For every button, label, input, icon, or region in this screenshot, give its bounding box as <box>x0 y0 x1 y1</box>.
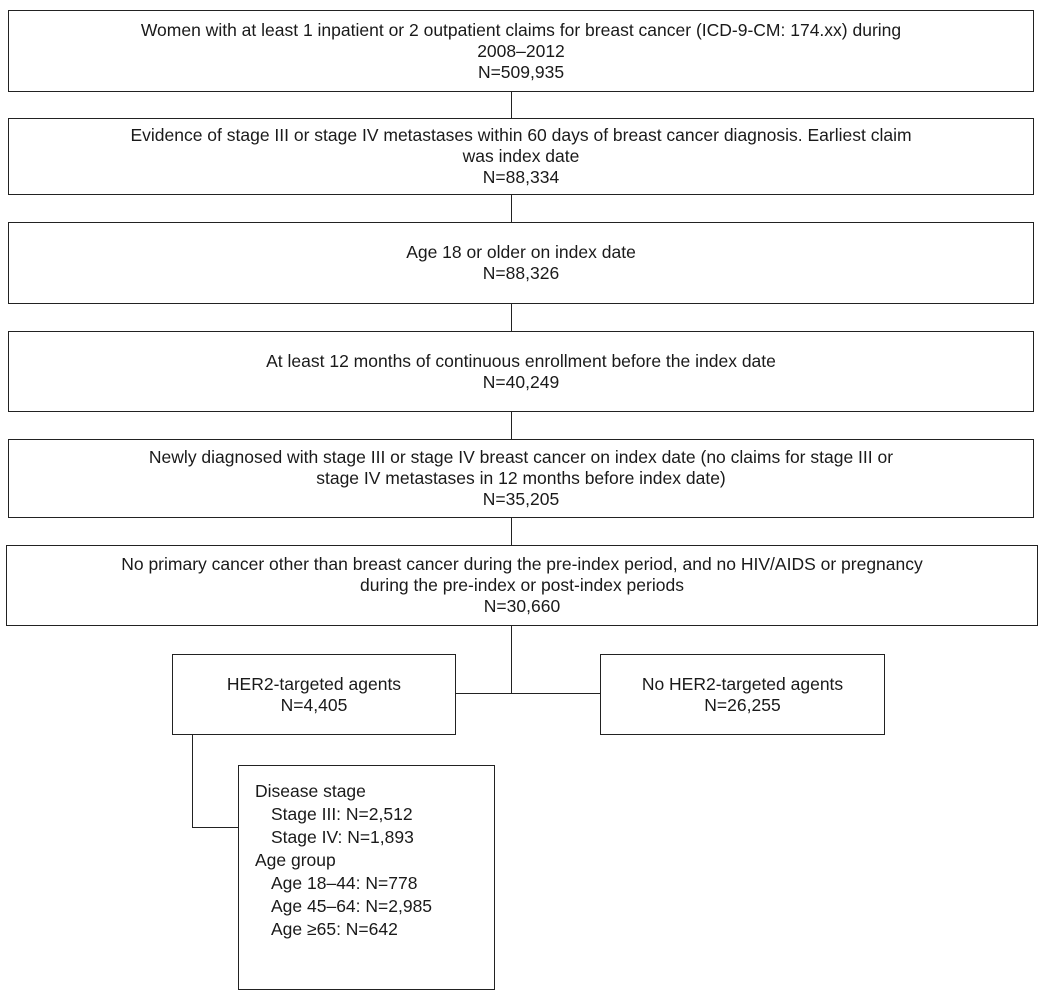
box-no-her2-targeted-count: N=26,255 <box>704 694 781 715</box>
box-exclusions-line-2: during the pre-index or post-index perio… <box>360 575 684 595</box>
box-newly-diagnosed-line-1: Newly diagnosed with stage III or stage … <box>148 447 894 467</box>
connector-1-2 <box>511 92 512 118</box>
box-stage-metastases-line-1: Evidence of stage III or stage IV metast… <box>130 125 912 145</box>
age-group-heading: Age group <box>255 850 336 870</box>
connector-6-split <box>511 626 512 693</box>
box-continuous-enrollment-count: N=40,249 <box>482 371 560 392</box>
box-continuous-enrollment: At least 12 months of continuous enrollm… <box>8 331 1034 412</box>
box-stage-metastases-line-2: was index date <box>462 146 580 166</box>
box-breast-cancer-claims-count: N=509,935 <box>477 61 565 82</box>
box-exclusions: No primary cancer other than breast canc… <box>6 545 1038 626</box>
box-age-18-plus-line-1: Age 18 or older on index date <box>406 242 636 262</box>
connector-split-horizontal <box>456 693 600 694</box>
disease-stage-heading: Disease stage <box>255 781 366 801</box>
connector-her2-detail-vertical <box>192 735 193 827</box>
box-breast-cancer-claims: Women with at least 1 inpatient or 2 out… <box>8 10 1034 92</box>
box-her2-breakdown: Disease stage Stage III: N=2,512 Stage I… <box>238 765 495 990</box>
box-stage-metastases-count: N=88,334 <box>482 167 560 187</box>
box-breast-cancer-claims-line-1: Women with at least 1 inpatient or 2 out… <box>140 19 902 40</box>
box-newly-diagnosed-line-2: stage IV metastases in 12 months before … <box>316 468 726 488</box>
box-her2-targeted-label: HER2-targeted agents <box>226 673 402 694</box>
box-newly-diagnosed: Newly diagnosed with stage III or stage … <box>8 439 1034 518</box>
connector-4-5 <box>511 412 512 439</box>
box-breast-cancer-claims-line-2: 2008–2012 <box>477 40 565 61</box>
box-exclusions-count: N=30,660 <box>483 596 561 616</box>
connector-2-3 <box>511 195 512 222</box>
box-age-18-plus: Age 18 or older on index date N=88,326 <box>8 222 1034 304</box>
box-no-her2-targeted: No HER2-targeted agents N=26,255 <box>600 654 885 735</box>
connector-3-4 <box>511 304 512 331</box>
box-exclusions-line-1: No primary cancer other than breast canc… <box>121 554 923 574</box>
box-stage-metastases: Evidence of stage III or stage IV metast… <box>8 118 1034 195</box>
age-45-64-count: Age 45–64: N=2,985 <box>271 896 433 916</box>
box-continuous-enrollment-line-1: At least 12 months of continuous enrollm… <box>266 350 776 371</box>
box-her2-targeted: HER2-targeted agents N=4,405 <box>172 654 456 735</box>
age-18-44-count: Age 18–44: N=778 <box>271 873 418 893</box>
box-no-her2-targeted-label: No HER2-targeted agents <box>641 673 844 694</box>
box-her2-targeted-count: N=4,405 <box>280 694 348 715</box>
box-newly-diagnosed-count: N=35,205 <box>482 489 560 509</box>
connector-5-6 <box>511 518 512 545</box>
stage-iii-count: Stage III: N=2,512 <box>271 804 413 824</box>
age-65-plus-count: Age ≥65: N=642 <box>271 919 398 939</box>
connector-her2-detail-horizontal <box>192 827 238 828</box>
box-age-18-plus-count: N=88,326 <box>482 263 560 283</box>
stage-iv-count: Stage IV: N=1,893 <box>271 827 414 847</box>
